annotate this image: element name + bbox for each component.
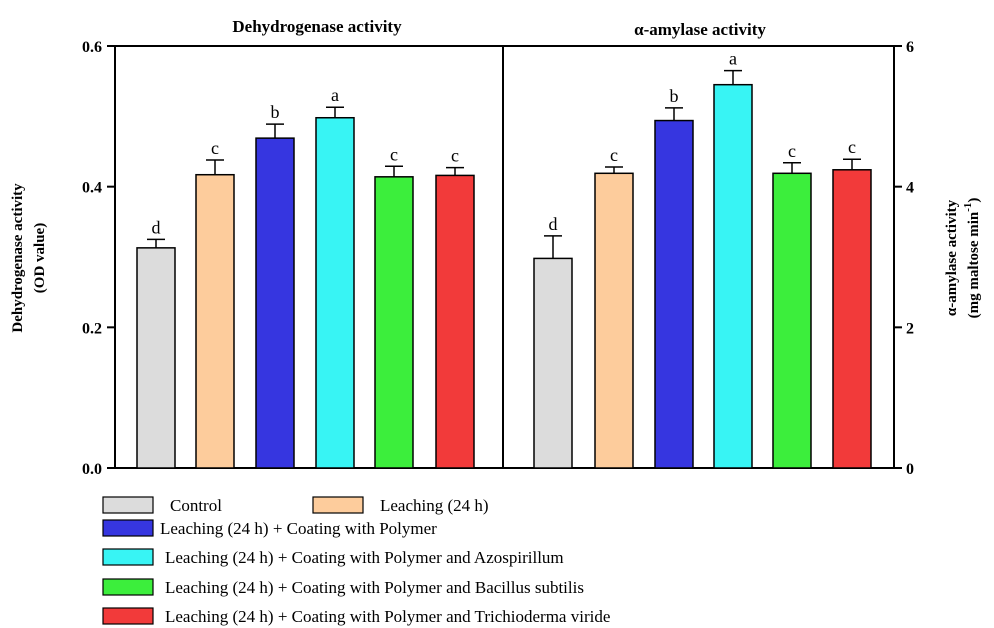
right-bar (772, 172, 812, 469)
left-y-axis: 0.0 0.2 0.4 0.6 (82, 39, 115, 478)
legend-label: Leaching (24 h) + Coating with Polymer (160, 519, 437, 538)
legend-swatch (102, 519, 154, 537)
legend-label: Leaching (24 h) (380, 496, 489, 515)
right-bar (832, 169, 872, 469)
left-bar (136, 247, 176, 469)
right-significance-letter: a (729, 49, 737, 69)
right-y-axis-label: α-amylase activity (mg maltose min-1) (944, 198, 982, 319)
left-y-axis-label-line2: (OD value) (32, 223, 48, 293)
left-significance-letter: d (152, 217, 161, 237)
right-y-axis-label-unit: (mg maltose min (966, 211, 982, 318)
left-y-tick-label: 0.0 (82, 461, 102, 478)
right-y-axis-label-superscript: -1 (962, 203, 974, 212)
right-y-axis: 0 2 4 6 (894, 39, 914, 478)
right-bar (594, 172, 634, 469)
legend: Control Leaching (24 h) Leaching (24 h) + … (102, 496, 610, 626)
legend-label: Leaching (24 h) + Coating with Polymer a… (165, 607, 610, 626)
left-y-axis-label: Dehydrogenase activity (OD value) (10, 183, 48, 333)
left-y-tick-label: 0.2 (82, 320, 102, 337)
right-y-axis-label-line1: α-amylase activity (944, 199, 960, 316)
right-y-tick-label: 0 (906, 461, 914, 478)
left-bar (374, 176, 414, 469)
legend-swatch (102, 496, 154, 514)
plot-frame (114, 45, 895, 469)
right-y-axis-label-line2: (mg maltose min-1) (962, 198, 982, 319)
left-significance-letter: c (211, 138, 219, 158)
left-y-axis-label-line1: Dehydrogenase activity (10, 183, 26, 333)
left-significance-letter: b (271, 102, 280, 122)
right-y-axis-label-close: ) (966, 198, 982, 203)
right-y-tick-label: 2 (906, 320, 914, 337)
left-bar (255, 137, 295, 469)
left-bar (315, 116, 355, 469)
right-significance-letter: b (670, 86, 679, 106)
left-significance-letter: c (451, 146, 459, 166)
right-panel-title: α-amylase activity (634, 20, 766, 39)
legend-swatch (102, 607, 154, 625)
left-panel-bars: d c b a c c (136, 85, 475, 469)
left-bar (435, 174, 475, 469)
legend-swatch (102, 548, 154, 566)
right-panel-bars: d c b a c c (533, 49, 872, 469)
legend-swatch (102, 578, 154, 596)
right-y-tick-label: 4 (906, 180, 914, 197)
right-bar (533, 257, 573, 469)
right-significance-letter: c (610, 145, 618, 165)
right-significance-letter: c (788, 141, 796, 161)
left-y-tick-label: 0.6 (82, 39, 102, 56)
left-significance-letter: a (331, 85, 339, 105)
left-panel-title: Dehydrogenase activity (232, 17, 402, 36)
right-significance-letter: d (549, 214, 558, 234)
legend-swatch (312, 496, 364, 514)
right-bar (713, 83, 753, 469)
right-y-tick-label: 6 (906, 39, 914, 56)
right-bar (654, 119, 694, 469)
left-significance-letter: c (390, 144, 398, 164)
legend-label: Control (170, 496, 222, 515)
left-y-tick-label: 0.4 (82, 180, 102, 197)
legend-label: Leaching (24 h) + Coating with Polymer a… (165, 548, 564, 567)
legend-label: Leaching (24 h) + Coating with Polymer a… (165, 578, 584, 597)
left-bar (195, 173, 235, 469)
right-significance-letter: c (848, 137, 856, 157)
